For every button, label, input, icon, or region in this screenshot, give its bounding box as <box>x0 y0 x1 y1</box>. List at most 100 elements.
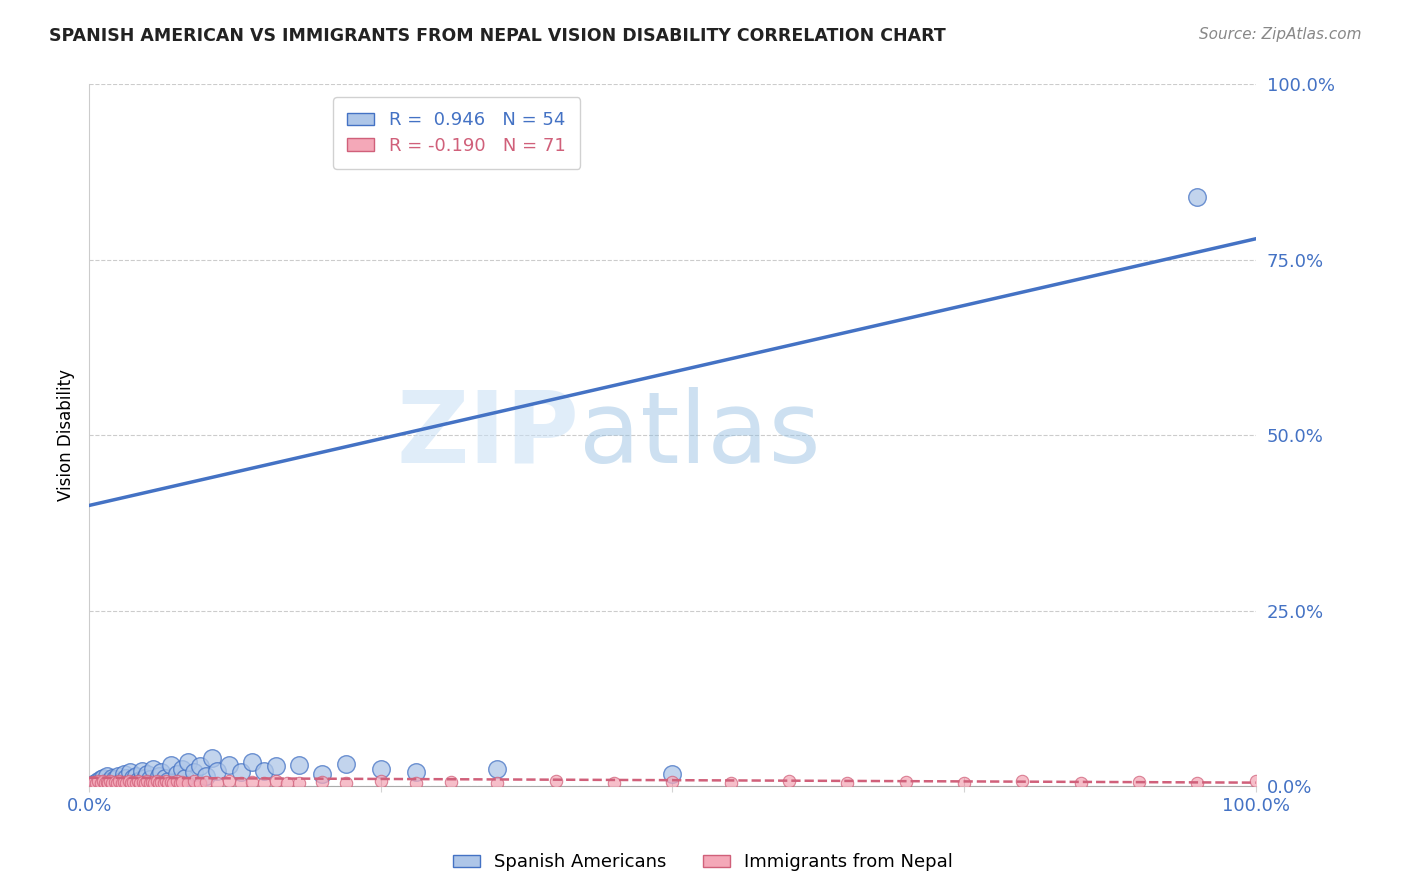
Point <box>98 773 121 788</box>
Point <box>159 775 181 789</box>
Point <box>335 776 357 790</box>
Point <box>125 769 148 783</box>
Point <box>118 775 141 789</box>
Point <box>131 772 153 786</box>
Point <box>207 776 229 790</box>
Point <box>120 775 142 789</box>
Point <box>153 771 176 785</box>
Point <box>107 769 129 783</box>
Point <box>486 762 509 776</box>
Point <box>83 775 105 789</box>
Point <box>115 776 138 790</box>
Point <box>229 775 252 789</box>
Legend: Spanish Americans, Immigrants from Nepal: Spanish Americans, Immigrants from Nepal <box>446 847 960 879</box>
Point <box>83 775 105 789</box>
Point <box>136 774 159 789</box>
Point <box>138 772 160 786</box>
Point <box>111 773 134 788</box>
Point <box>90 772 112 786</box>
Point <box>311 766 333 780</box>
Point <box>80 776 103 790</box>
Point <box>218 773 240 788</box>
Point <box>335 756 357 771</box>
Point <box>118 765 141 780</box>
Point <box>172 775 194 789</box>
Point <box>87 774 110 789</box>
Point <box>122 771 145 785</box>
Point <box>97 776 120 790</box>
Point <box>107 775 129 789</box>
Point <box>105 776 128 790</box>
Point <box>188 775 211 789</box>
Point <box>188 759 211 773</box>
Point <box>91 773 114 788</box>
Point <box>253 764 276 778</box>
Point <box>953 776 976 790</box>
Point <box>166 773 188 788</box>
Point <box>1011 774 1033 789</box>
Point <box>87 773 110 788</box>
Point <box>118 774 141 789</box>
Point <box>104 775 127 789</box>
Point <box>122 775 145 789</box>
Point <box>157 773 180 788</box>
Point <box>177 755 200 769</box>
Point <box>132 775 155 789</box>
Point <box>194 769 217 783</box>
Point <box>115 771 138 785</box>
Point <box>173 771 195 785</box>
Point <box>143 776 166 790</box>
Point <box>148 769 170 783</box>
Point <box>311 775 333 789</box>
Point <box>837 775 859 789</box>
Point <box>1187 776 1209 790</box>
Point <box>264 774 287 789</box>
Point <box>370 773 392 788</box>
Point <box>157 775 180 789</box>
Point <box>405 765 427 780</box>
Point <box>486 776 509 790</box>
Point <box>720 776 742 790</box>
Point <box>288 758 311 772</box>
Point <box>778 773 800 788</box>
Point <box>159 758 181 772</box>
Point <box>90 776 112 790</box>
Point <box>101 771 124 785</box>
Point <box>166 766 188 780</box>
Point <box>200 751 222 765</box>
Point <box>131 764 153 778</box>
Point <box>288 775 311 789</box>
Point <box>125 776 148 790</box>
Point <box>894 775 917 789</box>
Point <box>162 776 184 790</box>
Point <box>111 775 134 789</box>
Y-axis label: Vision Disability: Vision Disability <box>58 369 75 501</box>
Point <box>96 775 118 789</box>
Point <box>101 775 124 789</box>
Point <box>112 766 135 780</box>
Point <box>94 775 117 789</box>
Point <box>276 775 298 789</box>
Point <box>440 775 463 789</box>
Text: ZIP: ZIP <box>396 387 579 483</box>
Point <box>152 776 174 790</box>
Point <box>91 771 114 785</box>
Point <box>129 775 152 789</box>
Point <box>405 775 427 789</box>
Point <box>142 762 165 776</box>
Point <box>1244 773 1267 788</box>
Point <box>544 774 567 789</box>
Point <box>253 776 276 790</box>
Point <box>127 773 149 788</box>
Point <box>183 774 205 789</box>
Point <box>134 776 156 790</box>
Point <box>134 771 156 785</box>
Point <box>207 764 229 778</box>
Point <box>242 775 264 789</box>
Point <box>145 773 167 788</box>
Point <box>150 765 173 780</box>
Point <box>98 774 121 789</box>
Point <box>177 776 200 790</box>
Point <box>229 765 252 780</box>
Point <box>148 775 170 789</box>
